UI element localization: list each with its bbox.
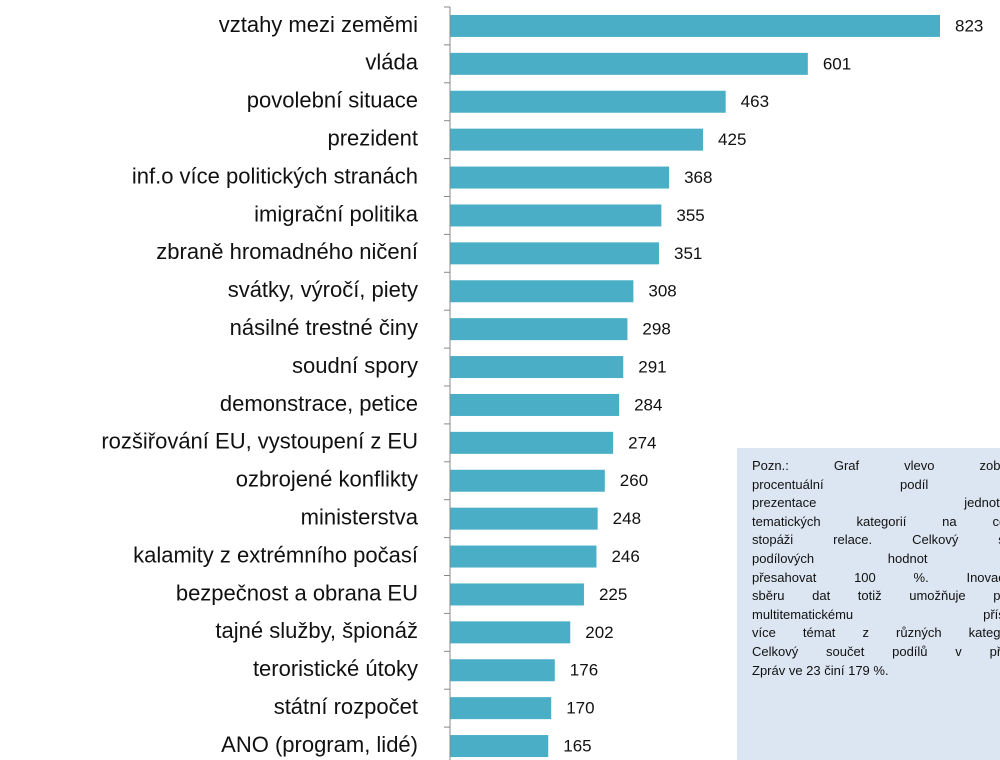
value-label: 225 [599,585,627,604]
bar [450,318,628,341]
bar [450,659,555,682]
value-label: 170 [566,699,594,718]
value-label: 351 [674,244,702,263]
bar [450,697,552,720]
note-line: více témat z různých kategor [752,625,1000,641]
value-label: 165 [563,737,591,756]
category-label: prezident [327,125,418,150]
category-label: vláda [365,50,418,75]
note-line: Pozn.: Graf vlevo zobra [752,458,1000,473]
bar [450,166,670,189]
bar [450,204,662,227]
bar [450,280,634,303]
note-line: přesahovat 100 %. Inovace [752,569,1000,585]
category-label: ozbrojené konflikty [236,467,418,492]
bar [450,356,624,379]
category-label: teroristické útoky [253,656,418,681]
value-label: 425 [718,130,746,149]
value-label: 246 [611,547,639,566]
bar [450,431,614,454]
category-label: tajné služby, špionáž [215,618,418,643]
category-label: svátky, výročí, piety [228,277,418,302]
value-label: 601 [823,54,851,73]
bar [450,128,704,151]
value-label: 823 [955,16,983,35]
value-label: 202 [585,623,613,642]
bar [450,507,598,530]
note-box: Pozn.: Graf vlevo zobra procentuální podí… [737,448,1000,760]
value-label: 368 [684,168,712,187]
bar [450,583,584,606]
category-label: ministerstva [301,504,419,529]
category-label: povolební situace [247,88,418,113]
note-line: Zpráv ve 23 činí 179 %. [752,662,889,678]
bar [450,14,941,37]
value-label: 284 [634,395,662,414]
value-label: 308 [648,282,676,301]
value-label: 298 [642,320,670,339]
note-line: procentuální podíl d [752,476,1000,492]
value-label: 355 [676,206,704,225]
category-label: vztahy mezi zeměmi [219,12,418,37]
category-label: imigrační politika [254,201,419,226]
bar [450,242,659,265]
category-label: soudní spory [292,353,418,378]
value-label: 248 [613,509,641,528]
bar [450,735,549,758]
note-line: Celkový součet podílů v příp [752,643,1000,659]
category-label: kalamity z extrémního počasí [133,542,418,567]
category-label: inf.o více politických stranách [132,163,418,188]
category-label: demonstrace, petice [220,391,418,416]
bar [450,52,808,75]
value-label: 463 [741,92,769,111]
note-line: sběru dat totiž umožňuje přiř [752,588,1000,604]
note-line: stopáži relace. Celkový so [752,532,1000,548]
bar [450,393,620,416]
value-label: 176 [570,661,598,680]
value-label: 291 [638,358,666,377]
note-line: multitematickému přísp [752,606,1000,622]
category-label: státní rozpočet [274,694,418,719]
category-label: rozšiřování EU, vystoupení z EU [101,429,418,454]
value-label: 274 [628,433,656,452]
bar [450,621,571,644]
category-label: zbraně hromadného ničení [156,239,418,264]
note-line: prezentace jednotliv [752,495,1000,511]
bar [450,469,605,492]
note-line: podílových hodnot m [752,550,1000,566]
value-label: 260 [620,471,648,490]
category-label: bezpečnost a obrana EU [176,580,418,605]
category-label: ANO (program, lidé) [221,732,418,757]
bar [450,90,726,113]
bar [450,545,597,568]
category-label: násilné trestné činy [230,315,418,340]
note-line: tematických kategorií na cell [752,513,1000,529]
